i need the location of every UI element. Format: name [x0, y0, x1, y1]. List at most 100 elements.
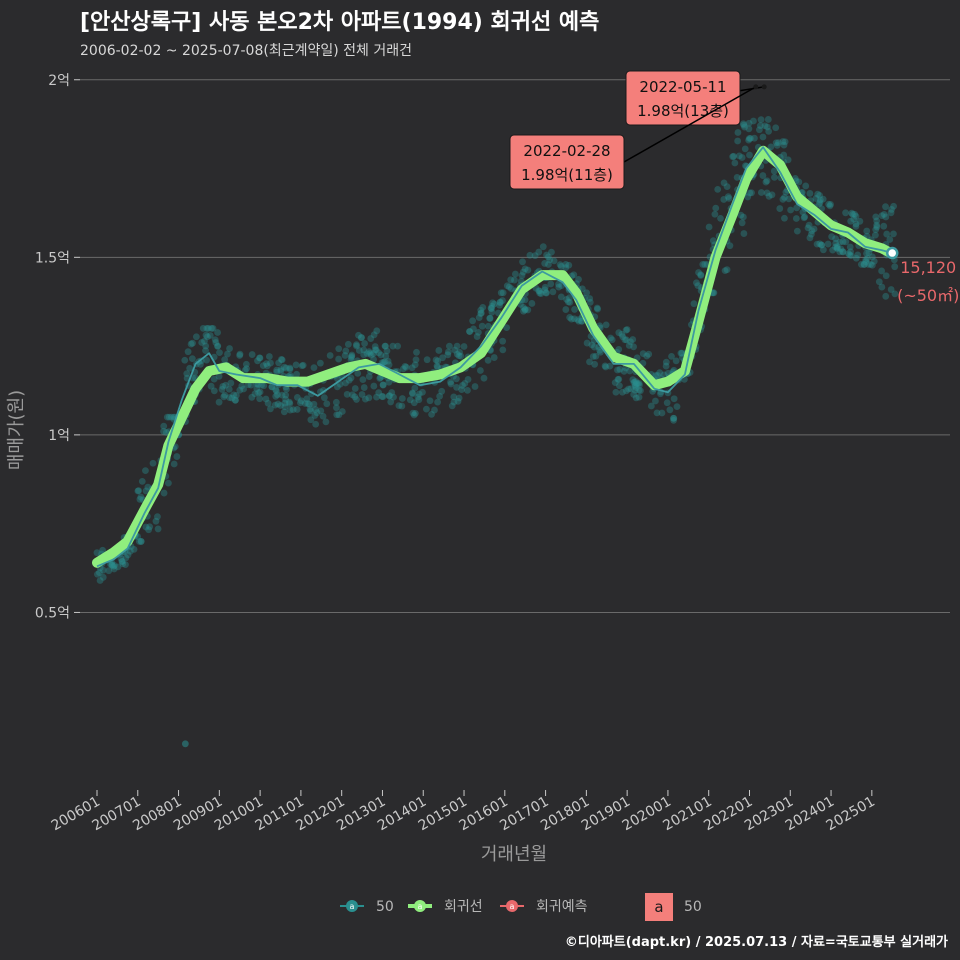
transaction-dot: [299, 361, 307, 369]
transaction-dot: [557, 293, 565, 301]
transaction-dot: [487, 304, 495, 312]
transaction-dot: [556, 261, 564, 269]
transaction-dot: [305, 400, 313, 408]
transaction-dot: [801, 213, 809, 221]
transaction-dot: [731, 159, 739, 167]
transaction-dot: [444, 351, 452, 359]
transaction-dot: [878, 212, 886, 220]
transaction-dot: [781, 138, 789, 146]
transaction-dot: [541, 283, 549, 291]
transaction-dot: [273, 366, 281, 374]
transaction-dot: [464, 376, 472, 383]
transaction-dot: [283, 385, 290, 393]
transaction-dot: [453, 350, 461, 358]
transaction-dot: [662, 358, 670, 366]
transaction-dot: [888, 206, 895, 213]
transaction-dot: [763, 177, 771, 185]
transaction-dot: [470, 325, 477, 333]
transaction-dot: [813, 240, 821, 248]
transaction-dot: [385, 361, 393, 369]
transaction-dot: [304, 400, 312, 407]
transaction-dot: [286, 364, 294, 372]
transaction-dot: [135, 487, 143, 495]
transaction-dot: [745, 125, 753, 133]
transaction-dot: [668, 352, 675, 360]
transaction-dot: [137, 538, 145, 545]
legend-glyph: a: [510, 902, 515, 911]
transaction-dot: [384, 357, 392, 365]
transaction-dot: [622, 326, 630, 334]
transaction-dot: [236, 386, 244, 394]
transaction-dot: [535, 287, 543, 295]
transaction-dot: [612, 388, 620, 396]
transaction-dot: [280, 408, 288, 416]
transaction-dot: [818, 241, 825, 249]
transaction-dot: [99, 566, 107, 574]
transaction-dot: [117, 555, 125, 562]
transaction-dot: [776, 205, 784, 212]
transaction-dot: [601, 362, 609, 370]
transaction-dot: [745, 136, 753, 144]
transaction-dot: [647, 402, 655, 410]
transaction-dot: [464, 386, 471, 394]
y-tick-label: 0.5억: [35, 605, 70, 621]
transaction-dot: [277, 356, 285, 363]
transaction-dot: [571, 306, 578, 313]
transaction-dot: [281, 403, 289, 411]
transaction-dot: [434, 357, 442, 365]
transaction-dot: [395, 402, 403, 410]
transaction-dot: [272, 386, 280, 394]
transaction-dot: [806, 190, 814, 197]
transaction-dot: [891, 263, 899, 271]
transaction-dot: [228, 394, 236, 402]
transaction-dot: [298, 362, 306, 370]
transaction-dot: [575, 317, 583, 325]
transaction-dot: [625, 385, 632, 393]
transaction-dot: [154, 525, 162, 533]
transaction-dot: [836, 248, 844, 256]
transaction-dot: [726, 242, 734, 250]
transaction-dot: [211, 336, 219, 344]
transaction-dot: [236, 352, 244, 359]
transaction-dot: [306, 405, 314, 413]
end-point-marker: 15,120 (~50㎡): [885, 246, 959, 305]
transaction-dot: [740, 230, 748, 237]
transaction-dot: [536, 287, 543, 295]
transaction-dot: [259, 362, 267, 370]
transaction-dot: [872, 226, 880, 234]
transaction-dot: [615, 345, 623, 353]
transaction-dot: [450, 393, 458, 401]
transaction-dot: [699, 261, 707, 268]
transaction-dot: [319, 412, 327, 420]
transaction-dot: [490, 300, 498, 308]
transaction-dot: [627, 338, 634, 346]
transaction-dot: [564, 298, 572, 306]
transaction-dot: [345, 376, 353, 384]
source-footer: ©디아파트(dapt.kr) / 2025.07.13 / 자료=국토교통부 실…: [564, 935, 948, 950]
transaction-dot: [289, 406, 297, 414]
transaction-dot: [818, 241, 826, 249]
transaction-dot: [737, 211, 745, 219]
transaction-dot: [741, 145, 749, 153]
trend-lines: [92, 145, 898, 568]
transaction-dot: [415, 390, 423, 398]
transaction-dot: [658, 409, 666, 417]
transaction-dot: [626, 367, 634, 375]
transaction-dot: [348, 391, 356, 399]
transaction-dot: [348, 351, 356, 359]
transaction-dot: [293, 370, 301, 378]
transaction-dot: [652, 372, 660, 379]
transaction-dot: [619, 333, 627, 341]
transaction-dot: [221, 391, 229, 399]
transaction-dot: [873, 217, 881, 225]
transaction-dot: [119, 560, 127, 568]
callout-value: 1.98억(11층): [521, 166, 613, 184]
transaction-dot: [431, 406, 438, 414]
transaction-dot: [373, 327, 381, 335]
transaction-dot: [218, 386, 226, 393]
transaction-dot: [408, 364, 416, 372]
transaction-dot: [353, 341, 360, 349]
transaction-dot: [202, 342, 210, 350]
transaction-dot: [285, 398, 293, 406]
transaction-dot: [225, 385, 233, 393]
